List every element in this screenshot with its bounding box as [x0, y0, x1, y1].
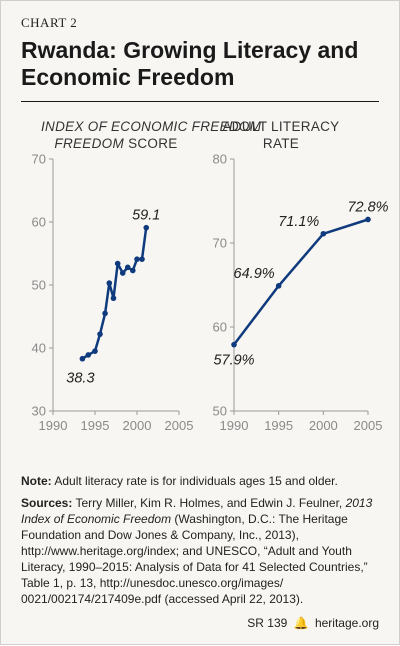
literacy-data-label: 57.9% — [213, 353, 254, 369]
freedom-data-point — [97, 331, 103, 337]
freedom-data-point — [106, 280, 113, 286]
literacy-y-tick-label: 50 — [213, 404, 227, 419]
literacy-data-point — [320, 230, 327, 237]
title-divider — [21, 101, 379, 102]
footer: SR 139 🔔 heritage.org — [247, 616, 379, 630]
freedom-data-point — [134, 256, 140, 262]
freedom-data-point — [143, 224, 150, 231]
freedom-y-tick-label: 30 — [32, 404, 46, 419]
freedom-data-point — [79, 355, 86, 362]
economic-freedom-title: INDEX OF ECONOMIC FREEDOM FREEDOM SCORE — [41, 118, 261, 152]
literacy-data-point — [365, 216, 371, 223]
freedom-y-tick-label: 70 — [32, 152, 46, 167]
freedom-y-tick-label: 40 — [32, 341, 46, 356]
literacy-x-tick-label: 1995 — [264, 418, 293, 433]
freedom-x-tick-label: 1990 — [39, 418, 68, 433]
freedom-data-point — [85, 352, 92, 358]
freedom-data-point — [114, 260, 121, 267]
economic-freedom-title-italic-2: FREEDOM — [54, 136, 125, 151]
freedom-data-point — [124, 264, 131, 271]
freedom-x-tick-label: 2005 — [165, 418, 194, 433]
literacy-x-tick-label: 2000 — [309, 418, 338, 433]
freedom-data-point — [92, 348, 98, 354]
freedom-data-label: 38.3 — [66, 371, 94, 387]
economic-freedom-title-italic: INDEX OF ECONOMIC FREEDOM — [41, 119, 262, 134]
literacy-x-tick-label: 2005 — [354, 418, 383, 433]
literacy-y-tick-label: 70 — [213, 236, 227, 251]
site-link[interactable]: heritage.org — [314, 616, 379, 630]
sources-text-1: Terry Miller, Kim R. Holmes, and Edwin J… — [75, 496, 343, 510]
freedom-x-tick-label: 1995 — [81, 418, 110, 433]
freedom-data-point — [119, 270, 126, 276]
page-title: Rwanda: Growing Literacy and Economic Fr… — [21, 37, 359, 90]
literacy-data-label: 64.9% — [234, 266, 275, 282]
literacy-data-label: 71.1% — [278, 214, 319, 230]
freedom-y-tick-label: 60 — [32, 215, 46, 230]
sources-text-2: (Washington, D.C.: The Heritage Foundati… — [21, 512, 368, 606]
chart-number: CHART 2 — [21, 15, 78, 30]
literacy-title-line2: RATE — [262, 136, 300, 151]
literacy-series-line — [233, 218, 369, 346]
sources-block: Sources: Terry Miller, Kim R. Holmes, an… — [21, 495, 383, 607]
freedom-data-point — [139, 256, 145, 262]
sources-label: Sources: — [21, 496, 73, 510]
note-text: Adult literacy rate is for individuals a… — [54, 474, 338, 488]
note-label: Note: — [21, 474, 52, 488]
economic-freedom-title-rest: SCORE — [128, 136, 178, 151]
literacy-x-tick-label: 1990 — [220, 418, 249, 433]
freedom-y-tick-label: 50 — [32, 278, 46, 293]
literacy-data-label: 72.8% — [347, 199, 388, 215]
literacy-title: ADULT LITERACY RATE — [221, 118, 341, 152]
freedom-data-label: 59.1 — [132, 208, 160, 224]
sources-italic-title: 2013 Index of Economic Freedom — [21, 496, 373, 526]
literacy-data-point — [275, 283, 282, 289]
literacy-data-point — [231, 341, 237, 348]
freedom-x-tick-label: 2000 — [123, 418, 152, 433]
literacy-y-tick-label: 60 — [213, 320, 227, 335]
note-block: Note: Adult literacy rate is for individ… — [21, 473, 383, 489]
report-id: SR 139 — [247, 616, 288, 630]
freedom-data-point — [130, 267, 136, 274]
bell-icon: 🔔 — [293, 616, 309, 630]
freedom-data-point — [110, 295, 117, 302]
literacy-y-tick-label: 80 — [213, 152, 227, 167]
freedom-data-point — [102, 310, 108, 317]
literacy-title-line1: ADULT LITERACY — [222, 119, 340, 134]
